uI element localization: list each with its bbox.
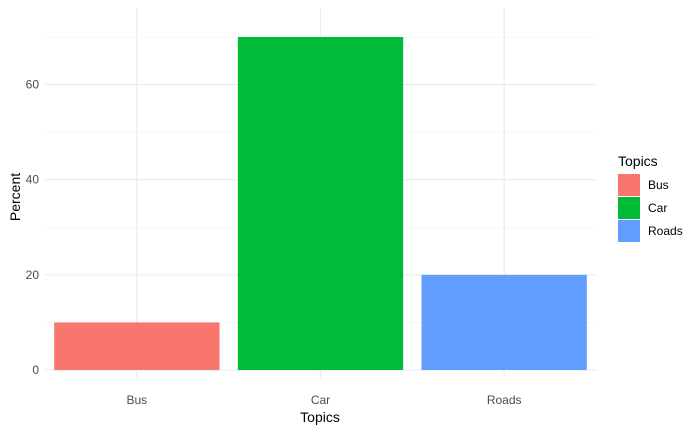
legend-label-car: Car: [648, 201, 667, 215]
legend: Topics Bus Car Roads: [618, 153, 683, 242]
bars: [54, 37, 587, 370]
x-axis-title: Topics: [300, 409, 340, 425]
bar-bus: [54, 322, 220, 370]
y-tick-label: 20: [26, 268, 40, 282]
y-tick-label: 0: [32, 363, 39, 377]
y-axis-ticks: 0 20 40 60: [26, 78, 40, 377]
y-axis-title: Percent: [7, 173, 23, 221]
legend-swatch-car: [618, 197, 640, 219]
legend-label-bus: Bus: [648, 178, 669, 192]
legend-label-roads: Roads: [648, 224, 683, 238]
x-tick-label: Bus: [126, 393, 147, 407]
legend-title: Topics: [618, 153, 658, 169]
y-tick-label: 60: [26, 78, 40, 92]
bar-roads: [421, 274, 587, 370]
x-axis-ticks: Bus Car Roads: [126, 393, 521, 407]
legend-swatch-roads: [618, 220, 640, 242]
bar-car: [237, 37, 404, 370]
legend-swatch-bus: [618, 174, 640, 196]
x-tick-label: Car: [311, 393, 330, 407]
x-tick-label: Roads: [487, 393, 522, 407]
y-tick-label: 40: [26, 173, 40, 187]
